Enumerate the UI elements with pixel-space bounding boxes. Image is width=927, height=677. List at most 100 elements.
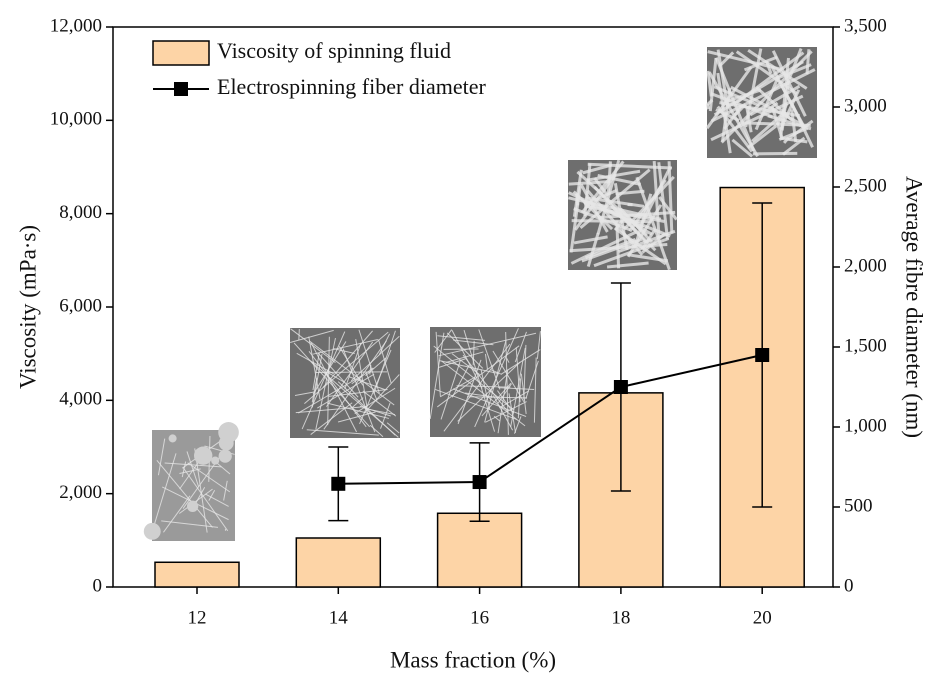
- sem-fiber: [164, 462, 222, 468]
- sem-fiber: [593, 177, 610, 197]
- y-tick-label: 12,000: [50, 15, 102, 36]
- sem-fiber: [295, 406, 368, 414]
- sem-fiber: [583, 201, 671, 238]
- sem-bead: [211, 456, 220, 465]
- sem-fiber: [326, 341, 374, 407]
- sem-bead: [143, 522, 161, 540]
- sem-fiber: [615, 189, 645, 196]
- y2-tick-label: 1,000: [844, 415, 887, 436]
- sem-fiber: [350, 335, 400, 382]
- marker: [613, 380, 628, 394]
- sem-fiber: [315, 337, 336, 430]
- bar: [295, 537, 382, 588]
- marker: [755, 348, 770, 362]
- sem-fiber: [437, 335, 485, 341]
- sem-fiber: [293, 342, 371, 428]
- sem-fiber: [310, 342, 358, 433]
- y-tick-label: 0: [93, 575, 103, 596]
- sem-fiber: [437, 358, 466, 369]
- y2-tick-label: 2,500: [844, 175, 887, 196]
- sem-fiber: [317, 352, 359, 398]
- y2-tick-label: 500: [844, 495, 873, 516]
- sem-fiber: [453, 339, 494, 346]
- sem-fiber: [333, 348, 355, 354]
- sem-fiber: [497, 390, 515, 414]
- sem-fiber: [652, 160, 661, 238]
- sem-fiber: [354, 387, 396, 414]
- sem-fiber: [451, 364, 470, 398]
- sem-fiber: [583, 163, 592, 217]
- sem-fiber: [446, 332, 484, 369]
- sem-fiber: [627, 253, 669, 263]
- x-tick-label: 20: [753, 607, 772, 628]
- sem-fiber: [747, 124, 778, 149]
- sem-fiber: [493, 415, 500, 422]
- sem-fiber: [568, 196, 662, 221]
- y-tick-label: 6,000: [59, 295, 102, 316]
- sem-fiber: [328, 388, 388, 397]
- sem-fiber: [462, 354, 509, 413]
- sem-fiber: [386, 422, 400, 434]
- y2-tick-label: 2,000: [844, 255, 887, 276]
- sem-fiber: [705, 66, 753, 130]
- y-tick-label: 4,000: [59, 389, 102, 410]
- sem-fiber: [705, 98, 714, 107]
- x-tick-label: 14: [329, 607, 349, 628]
- sem-fiber: [163, 495, 191, 533]
- sem-fiber: [355, 338, 368, 409]
- sem-fiber: [499, 390, 530, 409]
- legend-marker: [174, 82, 188, 96]
- sem-fiber: [290, 328, 336, 363]
- sem-fiber: [492, 350, 525, 403]
- sem-fiber: [706, 70, 713, 97]
- sem-fiber: [536, 331, 541, 360]
- sem-fiber: [342, 348, 376, 433]
- legend-swatch: [152, 40, 210, 66]
- sem-fiber: [435, 331, 441, 397]
- sem-bead: [194, 446, 213, 465]
- sem-fiber: [515, 347, 521, 403]
- sem-fiber: [301, 331, 346, 430]
- sem-fiber: [179, 468, 201, 474]
- sem-fiber: [457, 359, 482, 425]
- sem-fiber: [157, 438, 166, 476]
- sem-fiber: [667, 161, 674, 234]
- sem-fiber: [456, 385, 511, 388]
- bar: [436, 512, 523, 588]
- sem-fiber: [434, 329, 453, 353]
- sem-bead: [218, 449, 232, 463]
- sem-fiber: [365, 372, 378, 401]
- sem-fiber: [463, 329, 496, 432]
- sem-fiber: [478, 329, 501, 390]
- legend-label: Viscosity of spinning fluid: [217, 38, 451, 63]
- sem-fiber: [312, 352, 320, 391]
- sem-fiber: [358, 329, 380, 394]
- sem-fiber: [322, 330, 373, 388]
- y-axis-title: Viscosity (mPa·s): [15, 225, 40, 389]
- sem-fiber: [344, 342, 362, 390]
- sem-fiber: [451, 353, 480, 375]
- marker: [331, 476, 346, 491]
- sem-fiber: [327, 336, 330, 426]
- sem-fiber: [513, 416, 522, 434]
- sem-fiber: [744, 48, 763, 128]
- sem-fiber: [435, 388, 517, 420]
- sem-fiber: [505, 331, 509, 435]
- sem-fiber: [290, 329, 334, 343]
- sem-fiber: [208, 490, 216, 501]
- sem-fiber: [735, 50, 799, 96]
- sem-fiber: [720, 50, 813, 144]
- sem-fiber: [327, 402, 389, 419]
- y2-tick-label: 3,000: [844, 95, 887, 116]
- sem-fiber: [480, 369, 491, 410]
- y2-axis-title: Average fibre diameter (nm): [902, 176, 927, 438]
- sem-bead: [218, 422, 239, 443]
- sem-fiber: [352, 397, 364, 408]
- sem-fiber: [593, 237, 670, 268]
- sem-fiber: [723, 104, 743, 130]
- x-tick-label: 16: [470, 607, 489, 628]
- sem-fiber: [573, 235, 608, 245]
- sem-fiber: [485, 401, 527, 423]
- legend-label: Electrospinning fiber diameter: [217, 74, 486, 99]
- sem-fiber: [779, 136, 808, 144]
